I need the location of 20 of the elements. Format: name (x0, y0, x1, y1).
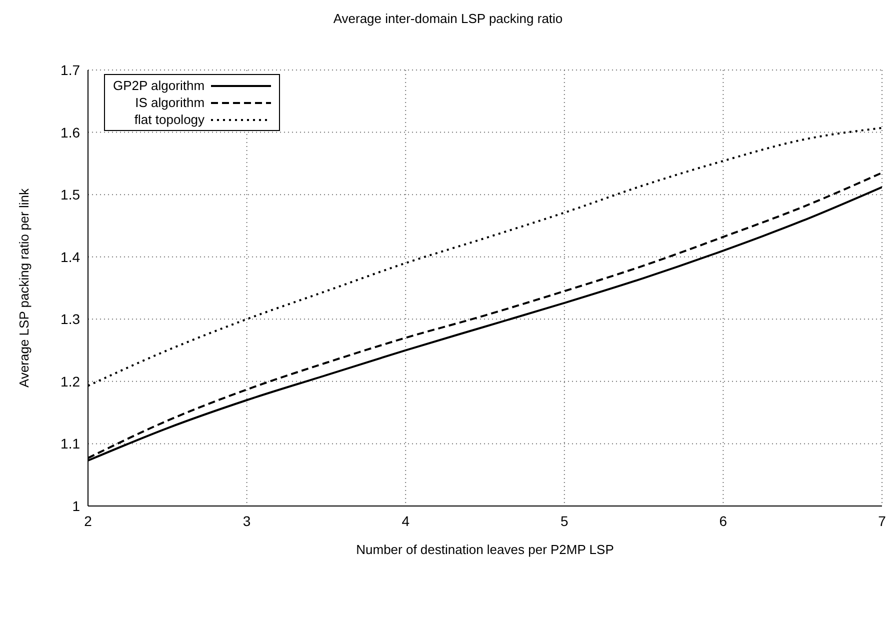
y-tick-label: 1.2 (60, 373, 80, 390)
x-tick-label: 7 (878, 512, 886, 529)
x-tick-label: 3 (242, 512, 251, 529)
x-tick-label: 5 (560, 512, 568, 529)
legend-label: flat topology (134, 111, 205, 128)
legend-label: IS algorithm (135, 94, 205, 111)
y-tick-label: 1 (72, 498, 80, 514)
y-tick-label: 1.6 (60, 124, 80, 140)
x-axis-title: Number of destination leaves per P2MP LSP (356, 542, 614, 557)
y-axis-title: Average LSP packing ratio per link (16, 188, 32, 388)
y-tick-label: 1.5 (60, 186, 80, 203)
y-tick-label: 1.1 (60, 436, 80, 452)
legend-label: GP2P algorithm (113, 77, 205, 94)
x-tick-label: 2 (84, 512, 92, 529)
y-tick-label: 1.3 (60, 311, 80, 328)
x-tick-label: 4 (402, 512, 410, 529)
x-tick-label: 6 (719, 512, 728, 529)
y-tick-label: 1.7 (60, 62, 80, 78)
chart-title: Average inter-domain LSP packing ratio (332, 10, 564, 28)
y-tick-label: 1.4 (60, 248, 80, 265)
